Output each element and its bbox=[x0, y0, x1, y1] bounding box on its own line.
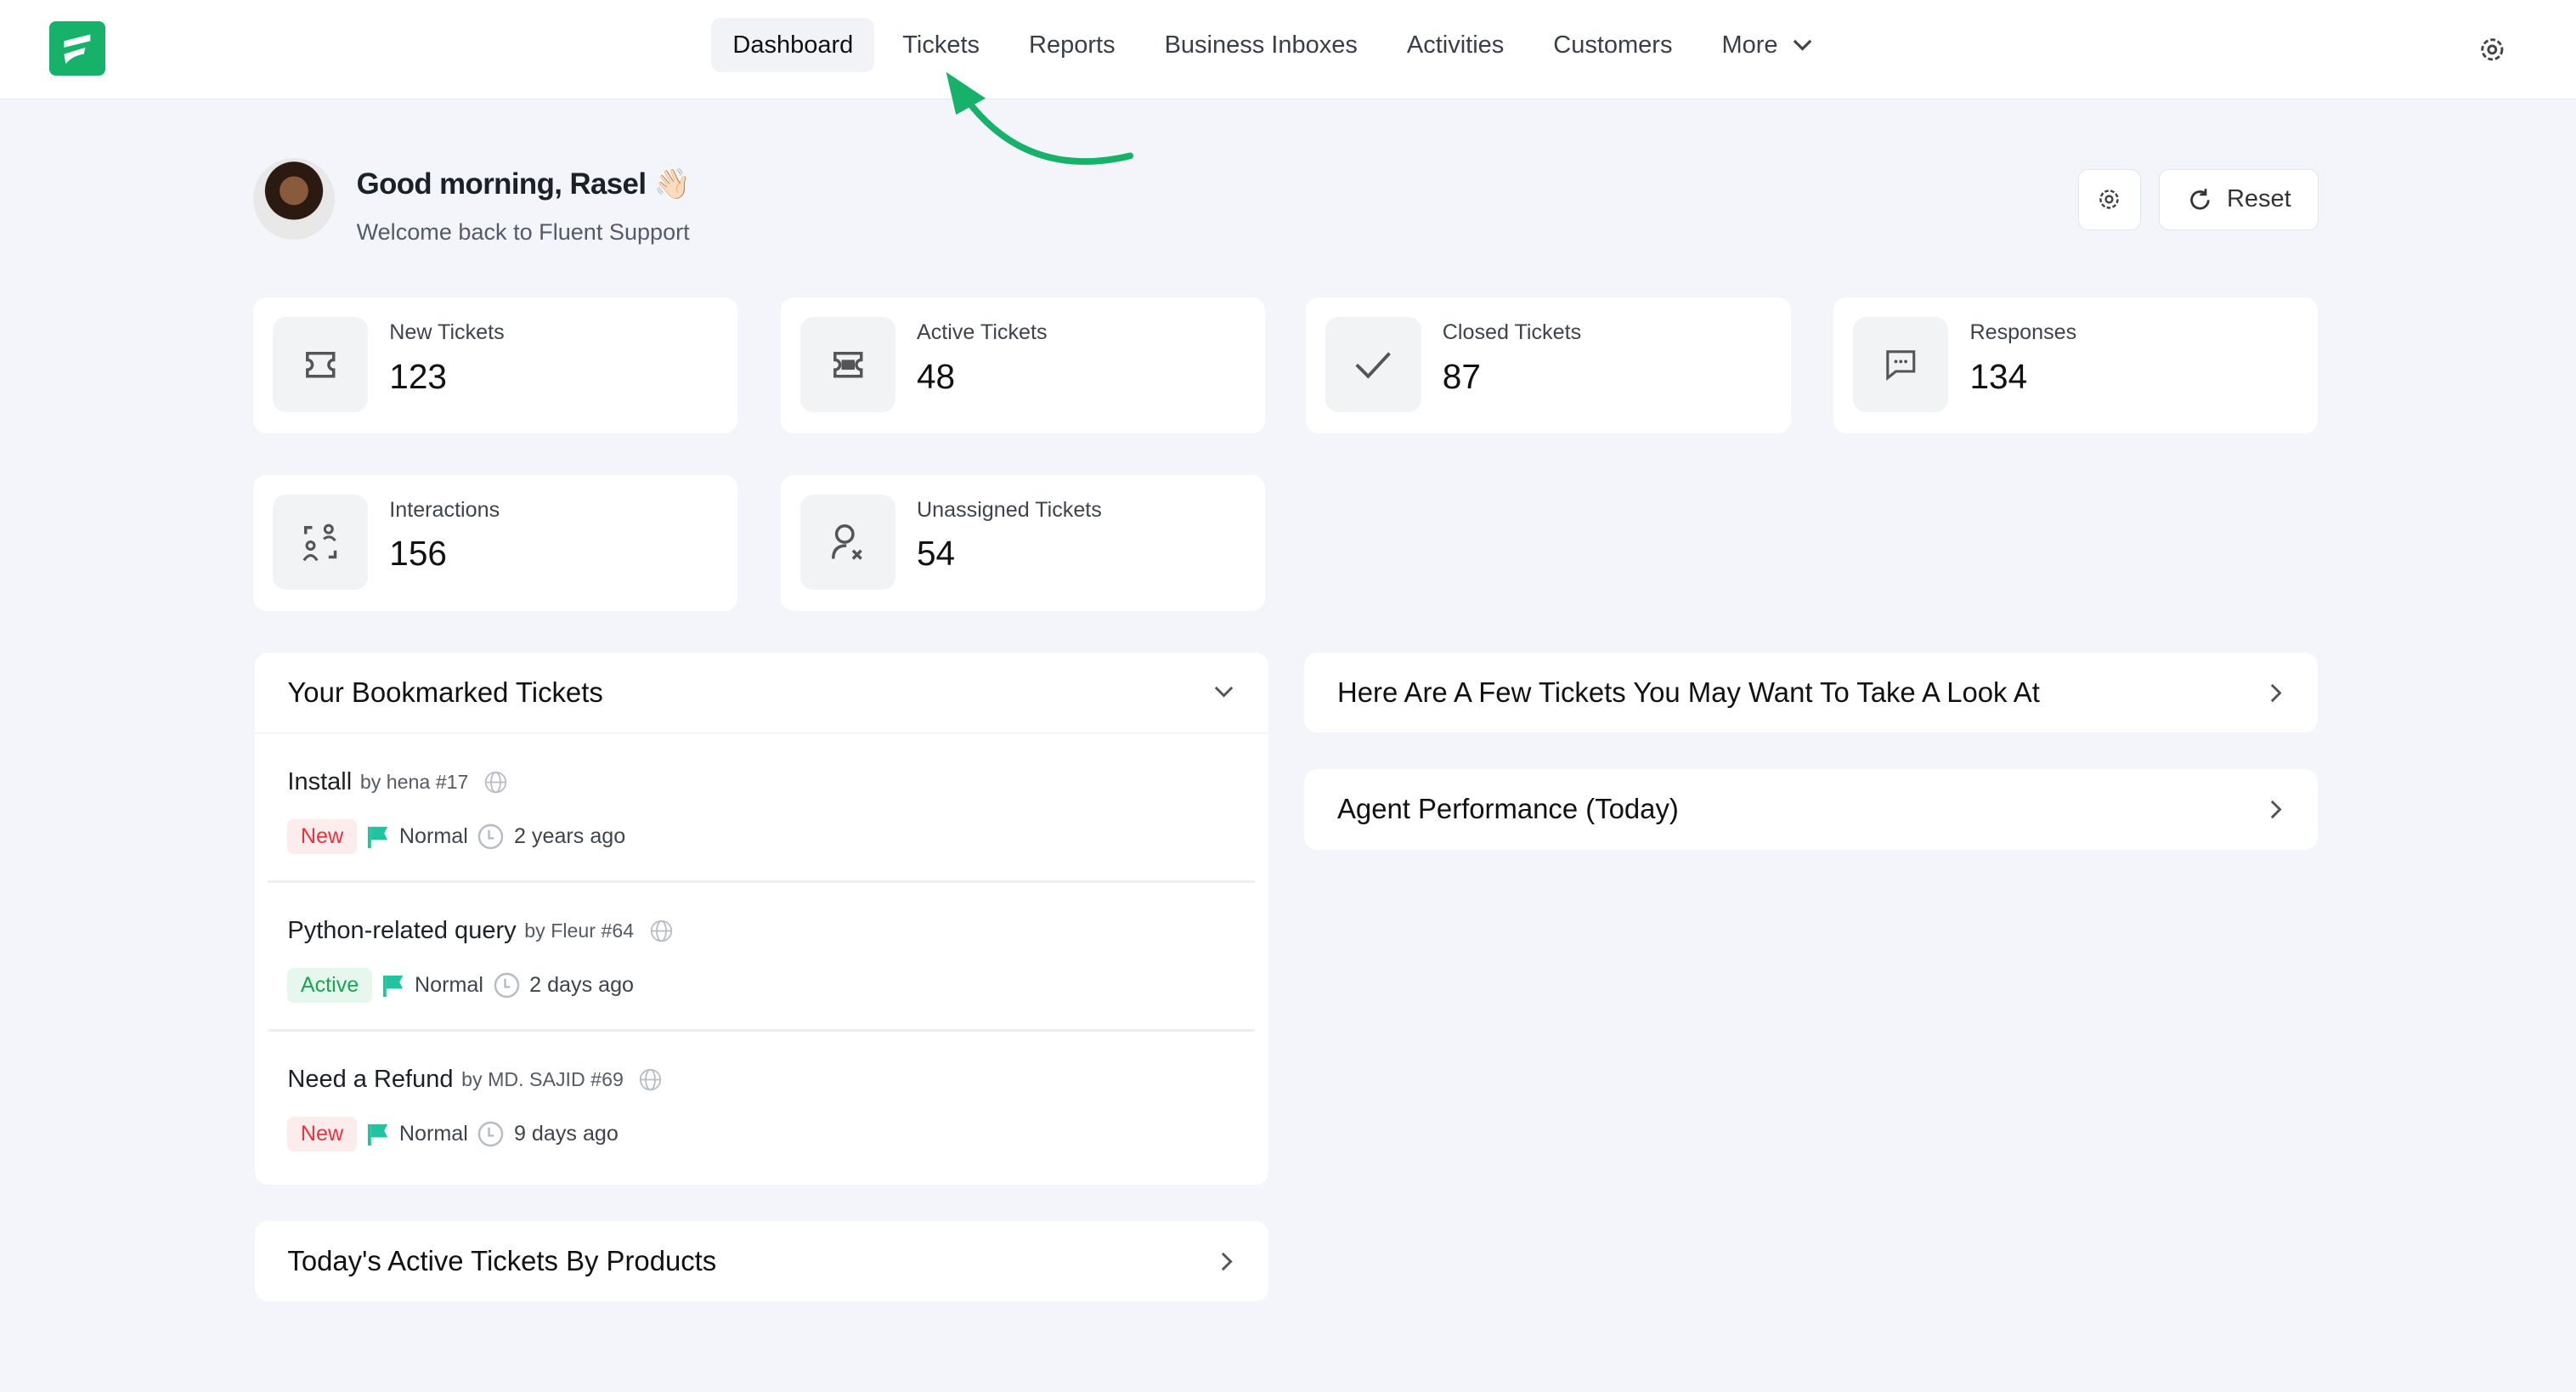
stat-value: 48 bbox=[916, 356, 956, 396]
user-x-icon bbox=[831, 524, 862, 560]
refresh-icon bbox=[2189, 188, 2210, 210]
ticket-list-item[interactable]: Python-related query by Fleur #64 Active … bbox=[268, 883, 1256, 1032]
ticket-author: by Fleur #64 bbox=[524, 920, 635, 942]
look-at-tickets-panel[interactable]: Here Are A Few Tickets You May Want To T… bbox=[1304, 652, 2319, 733]
panel-title: Here Are A Few Tickets You May Want To T… bbox=[1337, 676, 2040, 709]
flag-icon bbox=[368, 826, 388, 848]
flag-icon bbox=[383, 975, 404, 997]
chevron-down-icon bbox=[1793, 39, 1812, 51]
ticket-list-item[interactable]: Install by hena #17 New Normal 2 years ag… bbox=[268, 733, 1256, 883]
clock-icon bbox=[494, 972, 519, 999]
stat-value: 87 bbox=[1442, 356, 1481, 396]
greeting-section: Good morning, Rasel 👋🏻 Welcome back to F… bbox=[252, 157, 691, 246]
agent-performance-panel[interactable]: Agent Performance (Today) bbox=[1304, 768, 2319, 850]
globe-icon bbox=[640, 1069, 662, 1091]
settings-gear-icon[interactable] bbox=[2476, 33, 2509, 66]
priority-label: Normal bbox=[398, 823, 468, 848]
priority-label: Normal bbox=[398, 1121, 468, 1146]
ticket-list-item[interactable]: Need a Refund by MD. SAJID #69 New Normal… bbox=[268, 1032, 1255, 1178]
reset-label: Reset bbox=[2226, 185, 2291, 213]
stat-value: 156 bbox=[389, 534, 447, 574]
nav-more-label: More bbox=[1721, 31, 1778, 59]
greeting-subtitle: Welcome back to Fluent Support bbox=[356, 218, 690, 245]
chevron-right-icon bbox=[2271, 800, 2283, 819]
chevron-down-icon[interactable] bbox=[1212, 684, 1235, 700]
ticket-time: 9 days ago bbox=[513, 1121, 619, 1146]
stat-value: 54 bbox=[916, 534, 956, 574]
stat-card-closed-tickets[interactable]: Closed Tickets 87 bbox=[1306, 297, 1791, 434]
gear-icon bbox=[2099, 190, 2120, 210]
nav-more[interactable]: More bbox=[1700, 18, 1835, 72]
globe-icon bbox=[484, 771, 507, 794]
nav-dashboard[interactable]: Dashboard bbox=[711, 18, 875, 73]
stat-label: New Tickets bbox=[389, 320, 505, 345]
status-badge: New bbox=[287, 818, 357, 854]
ticket-time: 2 days ago bbox=[529, 972, 635, 997]
main-nav: Dashboard Tickets Reports Business Inbox… bbox=[711, 18, 1835, 73]
stat-card-unassigned-tickets[interactable]: Unassigned Tickets 54 bbox=[780, 474, 1265, 612]
dashboard-settings-button[interactable] bbox=[2078, 169, 2141, 230]
ticket-filled-icon bbox=[833, 351, 862, 378]
users-interaction-icon bbox=[302, 523, 337, 562]
chevron-right-icon bbox=[2271, 683, 2283, 702]
greeting-title: Good morning, Rasel 👋🏻 bbox=[356, 167, 691, 201]
panel-title: Agent Performance (Today) bbox=[1337, 793, 1679, 825]
nav-customers[interactable]: Customers bbox=[1553, 31, 1673, 59]
stat-value: 123 bbox=[389, 356, 447, 396]
globe-icon bbox=[650, 920, 672, 942]
ticket-time: 2 years ago bbox=[513, 823, 626, 848]
annotation-arrow-icon bbox=[946, 72, 1134, 166]
panel-title: Your Bookmarked Tickets bbox=[287, 676, 603, 709]
reset-button[interactable]: Reset bbox=[2158, 169, 2319, 230]
fluent-support-logo[interactable] bbox=[49, 21, 105, 76]
check-icon bbox=[1355, 352, 1392, 379]
stat-label: Responses bbox=[1969, 320, 2077, 345]
stat-label: Active Tickets bbox=[916, 320, 1048, 345]
status-badge: Active bbox=[287, 968, 372, 1003]
ticket-title[interactable]: Need a Refund bbox=[287, 1066, 454, 1094]
stat-card-responses[interactable]: Responses 134 bbox=[1833, 297, 2319, 434]
stat-card-active-tickets[interactable]: Active Tickets 48 bbox=[780, 297, 1265, 434]
avatar bbox=[252, 157, 336, 240]
active-tickets-by-products-panel[interactable]: Today's Active Tickets By Products bbox=[254, 1220, 1268, 1302]
bookmarked-tickets-header[interactable]: Your Bookmarked Tickets bbox=[254, 653, 1268, 734]
clock-icon bbox=[478, 823, 504, 850]
stat-card-new-tickets[interactable]: New Tickets 123 bbox=[252, 297, 738, 434]
stat-value: 134 bbox=[1969, 356, 2028, 396]
nav-reports[interactable]: Reports bbox=[1029, 31, 1116, 59]
stat-label: Interactions bbox=[389, 497, 500, 522]
priority-label: Normal bbox=[415, 972, 483, 997]
bookmarked-tickets-panel: Your Bookmarked Tickets Install by hena #… bbox=[254, 652, 1268, 1185]
clock-icon bbox=[478, 1121, 504, 1147]
panel-title: Today's Active Tickets By Products bbox=[287, 1245, 717, 1277]
ticket-title[interactable]: Install bbox=[287, 768, 353, 796]
chat-icon bbox=[1886, 350, 1916, 381]
nav-business-inboxes[interactable]: Business Inboxes bbox=[1164, 31, 1358, 59]
ticket-icon bbox=[305, 351, 336, 378]
status-badge: New bbox=[287, 1117, 357, 1152]
ticket-author: by hena #17 bbox=[359, 771, 469, 794]
top-navbar: Dashboard Tickets Reports Business Inbox… bbox=[0, 0, 2576, 100]
nav-activities[interactable]: Activities bbox=[1406, 31, 1505, 59]
stat-label: Closed Tickets bbox=[1442, 320, 1582, 345]
flag-icon bbox=[368, 1123, 388, 1146]
ticket-author: by MD. SAJID #69 bbox=[461, 1068, 624, 1091]
stat-label: Unassigned Tickets bbox=[916, 497, 1102, 522]
stat-card-interactions[interactable]: Interactions 156 bbox=[252, 474, 738, 612]
ticket-title[interactable]: Python-related query bbox=[287, 917, 517, 945]
nav-tickets[interactable]: Tickets bbox=[902, 31, 980, 59]
chevron-right-icon bbox=[1221, 1252, 1233, 1270]
